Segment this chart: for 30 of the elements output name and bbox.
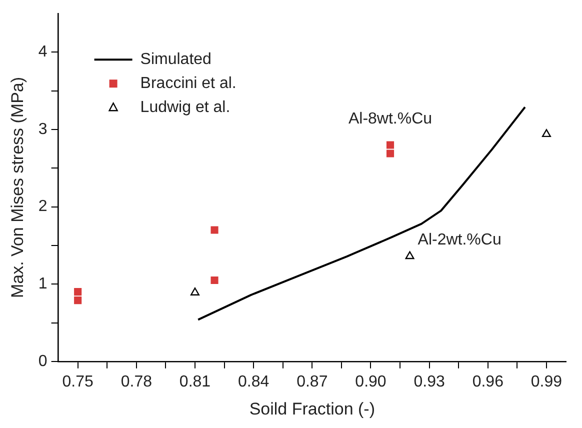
y-tick-label: 0 [38, 352, 48, 370]
point [386, 141, 394, 149]
y-tick-label: 3 [38, 120, 48, 138]
point [542, 129, 551, 138]
x-tick-label: 0.78 [120, 373, 152, 390]
legend-label: Simulated [140, 51, 212, 68]
point [405, 251, 414, 260]
point [74, 288, 82, 296]
x-tick-label: 0.87 [296, 373, 328, 390]
y-tick-label: 1 [38, 276, 48, 293]
x-tick-label: 0.90 [355, 373, 386, 390]
point [210, 276, 218, 284]
annotation: Al-2wt.%Cu [418, 232, 502, 249]
x-axis-title: Soild Fraction (-) [249, 399, 375, 418]
x-tick-label: 0.96 [472, 373, 504, 390]
point [386, 150, 394, 158]
y-axis-title: Max. Von Mises stress (MPa) [8, 76, 27, 298]
legend-label: Ludwig et al. [140, 99, 230, 116]
y-tick-label: 4 [38, 44, 48, 61]
y-tick-label: 2 [38, 198, 48, 216]
legend-label: Braccini et al. [140, 75, 236, 92]
point [74, 296, 82, 304]
point [210, 226, 218, 234]
x-tick-label: 0.81 [179, 373, 211, 390]
x-tick-label: 0.93 [414, 373, 445, 390]
point [190, 288, 200, 296]
x-tick-label: 0.75 [62, 373, 94, 390]
annotation: Al-8wt.%Cu [348, 110, 432, 128]
x-tick-label: 0.99 [530, 373, 562, 390]
x-tick-label: 0.84 [238, 373, 270, 390]
